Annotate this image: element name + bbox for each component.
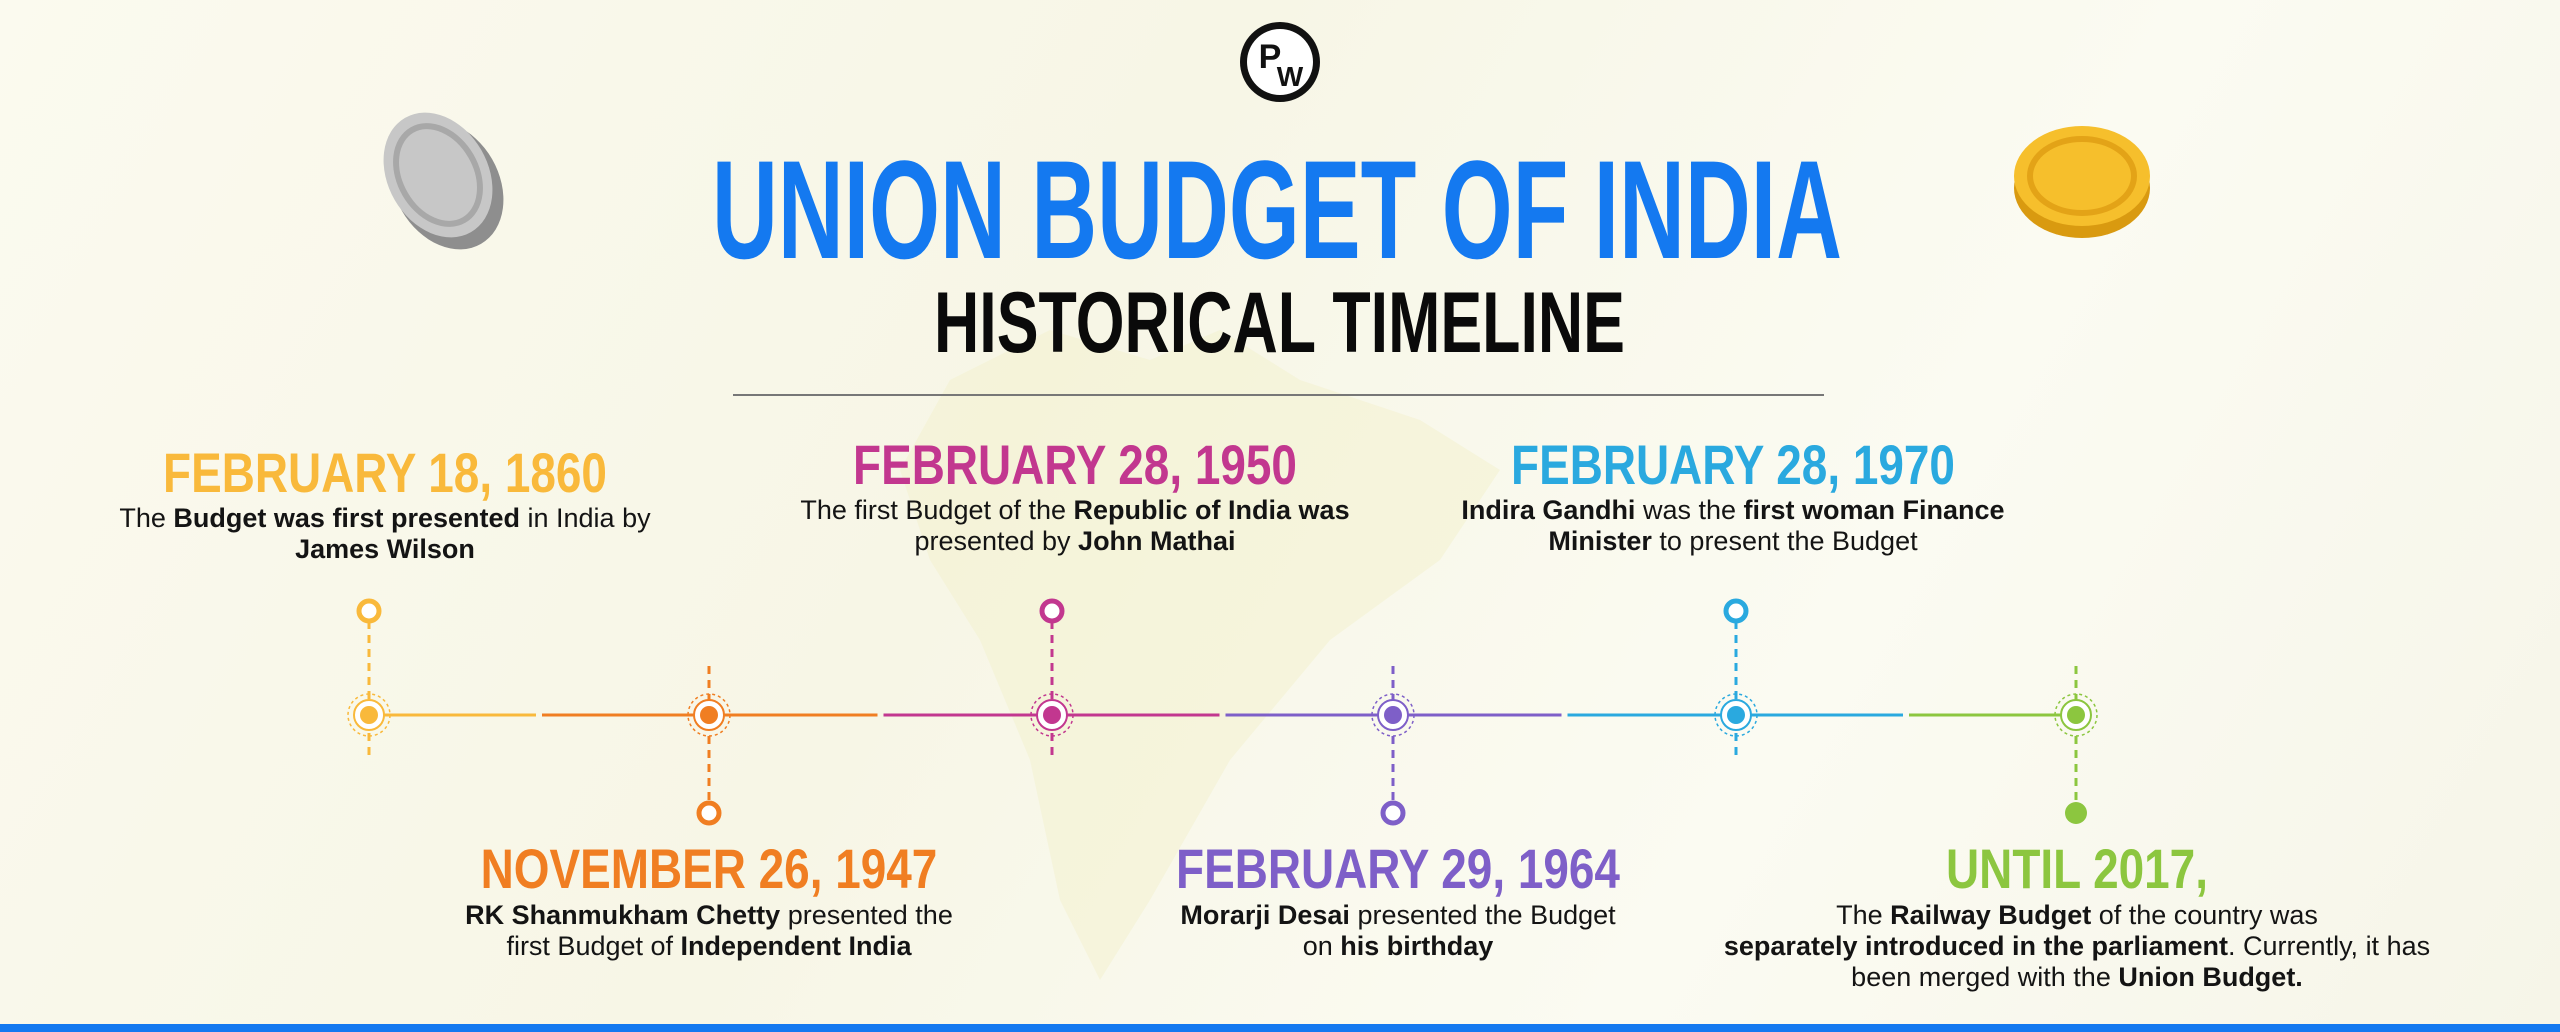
logo-letter: P [1259,38,1282,76]
event-description: Indira Gandhi was the first woman Financ… [1283,495,2183,557]
pin [2065,802,2087,824]
description-line: on his birthday [948,931,1848,962]
node [360,706,378,724]
description-text: RK Shanmukham Chetty [465,900,781,930]
description-line: presented by John Mathai [625,526,1525,557]
description-line: The Railway Budget of the country was [1627,900,2527,931]
event-description: RK Shanmukham Chetty presented the first … [259,900,1159,962]
event-description: Morarji Desai presented the Budget on his… [948,900,1848,962]
description-text: first woman Finance [1743,495,2005,525]
description-text: The [1836,900,1891,930]
logo: P W [1240,22,1320,102]
gold-coin [2014,126,2150,238]
event-description: The Railway Budget of the country was sep… [1627,900,2527,993]
logo-letter: W [1277,61,1304,92]
description-line: RK Shanmukham Chetty presented the [259,900,1159,931]
description-line: been merged with the Union Budget. [1627,962,2527,993]
description-text: Morarji Desai [1180,900,1350,930]
description-text: John Mathai [1078,526,1236,556]
node [2067,706,2085,724]
map-silhouette [900,330,1500,980]
description-line: Indira Gandhi was the first woman Financ… [1283,495,2183,526]
description-text: Republic of India was [1073,495,1350,525]
description-line: The Budget was first presented in India … [0,503,835,534]
description-text: on [1302,931,1341,961]
pin [1723,598,1749,624]
node [1727,706,1745,724]
description-text: The [119,503,174,533]
description-line: James Wilson [0,534,835,565]
event-description: The first Budget of the Republic of Indi… [625,495,1525,557]
description-text: to present the Budget [1651,526,1918,556]
description-text: Budget was first presented [173,503,520,533]
node-ring [1714,693,1758,737]
description-line: The first Budget of the Republic of Indi… [625,495,1525,526]
event-description: The Budget was first presented in India … [0,503,835,565]
description-line: Minister to present the Budget [1283,526,2183,557]
description-line: Morarji Desai presented the Budget [948,900,1848,931]
description-text: his birthday [1340,931,1494,961]
bottom-bar [0,1024,2560,1032]
description-text: Union Budget. [2118,962,2303,992]
pin [696,800,722,826]
node-ring [2054,693,2098,737]
event-date: NOVEMBER 26, 1947 [481,838,938,900]
subtitle: HISTORICAL TIMELINE [934,275,1625,371]
description-text: . Currently, it has [2228,931,2431,961]
description-text: separately introduced in the parliament [1723,931,2229,961]
description-line: separately introduced in the parliament.… [1627,931,2527,962]
description-text: Independent India [680,931,912,961]
description-text: been merged with the [1851,962,2119,992]
description-text: Railway Budget [1890,900,2092,930]
description-text: was the [1635,495,1744,525]
description-text: presented by [914,526,1079,556]
node [700,706,718,724]
pin [1380,800,1406,826]
pin [356,598,382,624]
description-text: Minister [1548,526,1652,556]
description-text: The first Budget of the [800,495,1074,525]
description-text: in India by [520,503,651,533]
event-date: FEBRUARY 18, 1860 [163,442,607,504]
event-date: FEBRUARY 28, 1970 [1511,434,1955,496]
node-ring [1371,693,1415,737]
description-text: James Wilson [295,534,475,564]
node-ring [347,693,391,737]
event-date: FEBRUARY 29, 1964 [1176,838,1620,900]
node-ring [687,693,731,737]
node-ring [1030,693,1074,737]
silver-coin [383,112,504,250]
pin [1039,598,1065,624]
description-text: of the country was [2091,900,2318,930]
description-text: first Budget of [506,931,681,961]
description-text: presented the [780,900,953,930]
description-line: first Budget of Independent India [259,931,1159,962]
node [1384,706,1402,724]
description-text: presented the Budget [1349,900,1616,930]
node [1043,706,1061,724]
description-text: Indira Gandhi [1461,495,1636,525]
title: UNION BUDGET OF INDIA [712,131,1842,288]
event-date: UNTIL 2017, [1946,838,2208,900]
event-date: FEBRUARY 28, 1950 [853,434,1297,496]
